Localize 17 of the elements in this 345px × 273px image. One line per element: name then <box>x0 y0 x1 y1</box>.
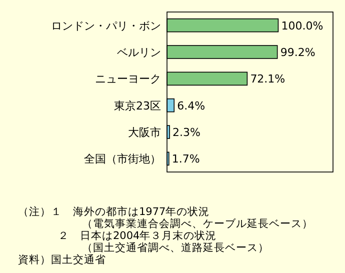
text: （電気事業連合会調べ、ケーブル延長ベース） <box>82 217 313 230</box>
data-label: 99.2% <box>280 46 316 59</box>
y-tick-label: 全国（市街地） <box>84 152 161 166</box>
y-tick-label: ベルリン <box>117 46 161 59</box>
text: 資料）国土交通省 <box>18 253 106 266</box>
text: （注）１ 海外の都市は1977年の状況 <box>18 205 210 218</box>
text: ２ 日本は2004年３月末の状況 <box>58 229 217 242</box>
data-label: 6.4% <box>177 99 206 112</box>
data-label: 72.1% <box>250 72 286 86</box>
text: （国土交通省調べ、道路延長ベース） <box>82 241 269 254</box>
data-label: 1.7% <box>172 152 200 166</box>
y-tick-label: ロンドン・パリ・ボン <box>51 19 161 32</box>
y-tick-label: 東京23区 <box>114 99 161 112</box>
y-tick-label: 大阪市 <box>128 126 161 139</box>
y-tick-label: ニューヨーク <box>95 72 161 86</box>
data-label: 100.0% <box>281 19 324 32</box>
data-label: 2.3% <box>172 126 201 139</box>
